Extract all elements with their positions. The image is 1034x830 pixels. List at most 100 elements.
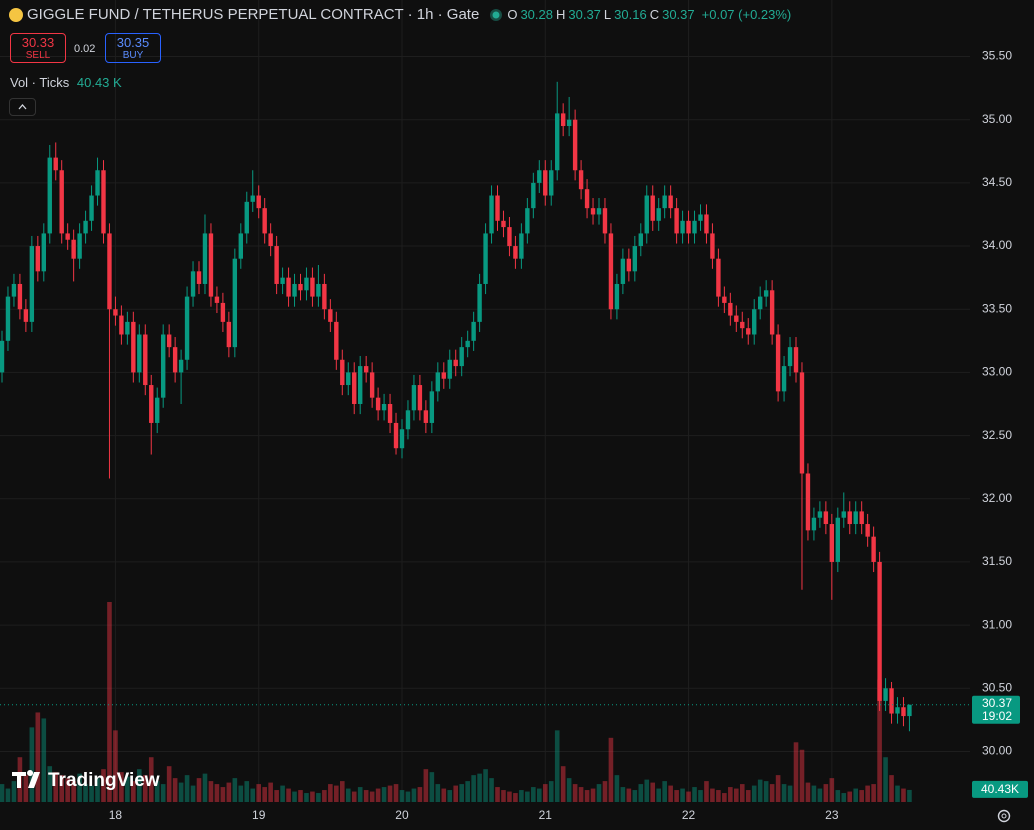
buy-button[interactable]: 30.35 BUY <box>105 33 161 63</box>
volume-bar <box>901 788 906 802</box>
candle-body <box>363 366 369 373</box>
ohlc-label: H <box>555 7 566 22</box>
volume-bar <box>393 784 399 802</box>
candle-body <box>650 195 655 221</box>
candle-body <box>59 170 64 234</box>
volume-axis-label: 40.43K <box>981 782 1019 796</box>
candle-body <box>763 290 769 297</box>
volume-bar <box>357 787 363 802</box>
volume-bar <box>226 782 232 802</box>
volume-bar <box>65 778 70 802</box>
volume-bar <box>107 602 112 802</box>
candle-body <box>698 214 703 221</box>
candle-body <box>769 290 775 335</box>
candle-body <box>268 233 273 247</box>
volume-bar <box>381 787 387 802</box>
volume-bar <box>160 784 166 802</box>
candle-body <box>734 315 739 322</box>
candle-body <box>632 246 638 272</box>
volume-bar <box>698 790 703 802</box>
volume-bar <box>369 791 375 802</box>
candle-body <box>101 170 106 234</box>
volume-bar <box>650 782 656 802</box>
volume-bar <box>907 789 912 802</box>
candle-body <box>41 233 46 272</box>
y-tick-label: 32.50 <box>982 428 1012 442</box>
candle-body <box>35 246 41 272</box>
volume-bar <box>298 790 303 802</box>
volume-bar <box>83 784 88 802</box>
candle-body <box>328 309 333 322</box>
last-price-box <box>972 695 1020 724</box>
volume-bar <box>256 784 262 802</box>
volume-bar <box>745 790 751 802</box>
candle-body <box>519 233 524 259</box>
candle-body <box>656 208 661 221</box>
candle-body <box>358 366 363 404</box>
candle-body <box>608 233 614 310</box>
x-tick-label: 19 <box>252 808 266 822</box>
collapse-button[interactable] <box>9 98 36 116</box>
candle-body <box>238 233 243 259</box>
volume-bar <box>178 782 184 802</box>
candle-body <box>459 347 464 367</box>
candle-body <box>781 366 787 392</box>
candle-body <box>405 410 411 430</box>
last-price-label: 30.37 <box>982 696 1012 710</box>
volume-bar <box>572 784 578 802</box>
volume-bar <box>554 730 560 802</box>
candle-body <box>47 157 52 234</box>
candle-body <box>566 119 572 127</box>
candle-body <box>375 397 381 411</box>
volume-bar <box>119 772 124 802</box>
candle-body <box>859 511 864 525</box>
sell-button[interactable]: 30.33 SELL <box>10 33 66 63</box>
ohlc-label: O <box>507 7 518 22</box>
candle-body <box>11 283 17 297</box>
y-tick-label: 35.00 <box>982 112 1012 126</box>
y-tick-label: 34.50 <box>982 175 1012 189</box>
candle-body <box>256 195 261 209</box>
candle-body <box>590 208 596 215</box>
candle-body <box>823 511 829 525</box>
volume-bar <box>101 769 106 802</box>
volume-bar <box>704 781 709 802</box>
ohlc-value: 30.37 <box>662 7 695 22</box>
brand-logo <box>12 770 40 788</box>
sell-price: 30.33 <box>21 35 55 50</box>
candle-body <box>662 195 667 209</box>
volume-bar <box>728 787 733 802</box>
volume-bar <box>262 787 267 802</box>
settings-button[interactable] <box>996 808 1012 829</box>
candle-body <box>584 189 590 209</box>
y-tick-label: 32.00 <box>982 491 1012 505</box>
candle-body <box>507 227 512 247</box>
header: GIGGLE FUND / TETHERUS PERPETUAL CONTRAC… <box>8 6 791 23</box>
candle-body <box>5 296 11 341</box>
volume-bar <box>889 775 894 802</box>
candle-body <box>578 170 584 190</box>
candle-body <box>811 517 817 531</box>
ohlc-label: C <box>649 7 660 22</box>
volume-bar <box>339 781 345 802</box>
candle-body <box>178 359 184 373</box>
volume-bar <box>214 784 220 802</box>
candle-body <box>17 283 23 310</box>
y-tick-label: 30.50 <box>982 680 1012 694</box>
candle-body <box>674 208 679 234</box>
volume-bar <box>817 788 823 802</box>
candle-body <box>817 511 823 518</box>
candle-body <box>728 302 733 316</box>
volume-bar <box>286 788 291 802</box>
volume-bar <box>674 790 679 802</box>
candle-body <box>190 271 196 297</box>
candle-body <box>525 208 530 234</box>
candle-body <box>865 524 870 537</box>
candle-body <box>447 359 452 379</box>
volume-bar <box>799 749 805 802</box>
volume-bar <box>131 781 136 802</box>
candle-body <box>262 208 267 234</box>
candle-body <box>722 296 727 303</box>
volume-bar <box>548 781 554 802</box>
candle-body <box>549 170 554 196</box>
